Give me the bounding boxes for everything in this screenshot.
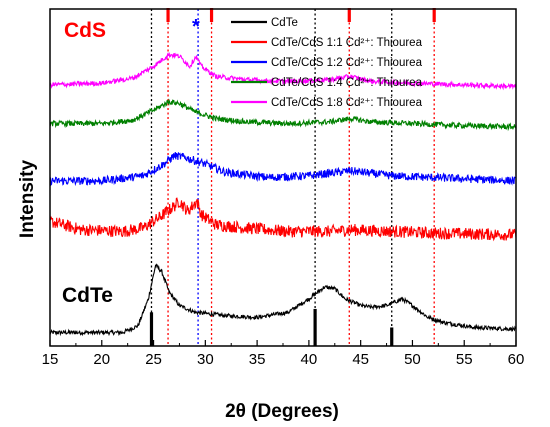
asterisk-label: * bbox=[192, 16, 200, 38]
x-tick-label-15: 15 bbox=[42, 351, 59, 368]
x-axis-title: 2θ (Degrees) bbox=[225, 401, 339, 422]
x-axis-ticks: 15 20 25 30 35 40 45 50 55 60 bbox=[42, 340, 525, 368]
cdte-marker-1 bbox=[313, 308, 317, 346]
x-tick-label-30: 30 bbox=[197, 351, 214, 368]
x-tick-label-60: 60 bbox=[508, 351, 525, 368]
peak-markers bbox=[149, 8, 436, 346]
legend-label-0: CdTe bbox=[271, 17, 298, 29]
series-line-1 bbox=[49, 197, 517, 242]
x-tick-label-55: 55 bbox=[456, 351, 473, 368]
legend: CdTe CdTe/CdS 1:1 Cd²⁺: Thiourea CdTe/CdS … bbox=[231, 17, 423, 109]
reference-lines bbox=[150, 9, 435, 346]
legend-label-1: CdTe/CdS 1:1 Cd²⁺: Thiourea bbox=[271, 37, 423, 49]
cds-marker-1 bbox=[209, 8, 214, 22]
legend-label-2: CdTe/CdS 1:2 Cd²⁺: Thiourea bbox=[271, 57, 423, 69]
legend-label-3: CdTe/CdS 1:4 Cd²⁺: Thiourea bbox=[271, 77, 423, 89]
x-tick-label-50: 50 bbox=[404, 351, 421, 368]
x-tick-label-25: 25 bbox=[145, 351, 162, 368]
cdte-label: CdTe bbox=[62, 284, 113, 307]
cds-marker-2 bbox=[347, 8, 351, 22]
cdte-marker-2 bbox=[390, 327, 394, 346]
cds-label: CdS bbox=[64, 19, 106, 42]
series-line-4 bbox=[49, 52, 517, 91]
legend-label-4: CdTe/CdS 1:8 Cd²⁺: Thiourea bbox=[271, 97, 423, 109]
x-tick-label-35: 35 bbox=[249, 351, 266, 368]
cds-marker-0 bbox=[166, 8, 170, 22]
series-line-3 bbox=[49, 98, 517, 132]
x-tick-label-20: 20 bbox=[93, 351, 110, 368]
cds-marker-3 bbox=[432, 8, 436, 22]
x-tick-label-40: 40 bbox=[301, 351, 318, 368]
series-layer bbox=[49, 52, 517, 337]
cdte-marker-0 bbox=[149, 312, 154, 346]
series-line-2 bbox=[49, 151, 517, 187]
series-line-0 bbox=[49, 263, 517, 337]
x-tick-label-45: 45 bbox=[352, 351, 369, 368]
y-axis-title: Intensity bbox=[17, 160, 38, 239]
